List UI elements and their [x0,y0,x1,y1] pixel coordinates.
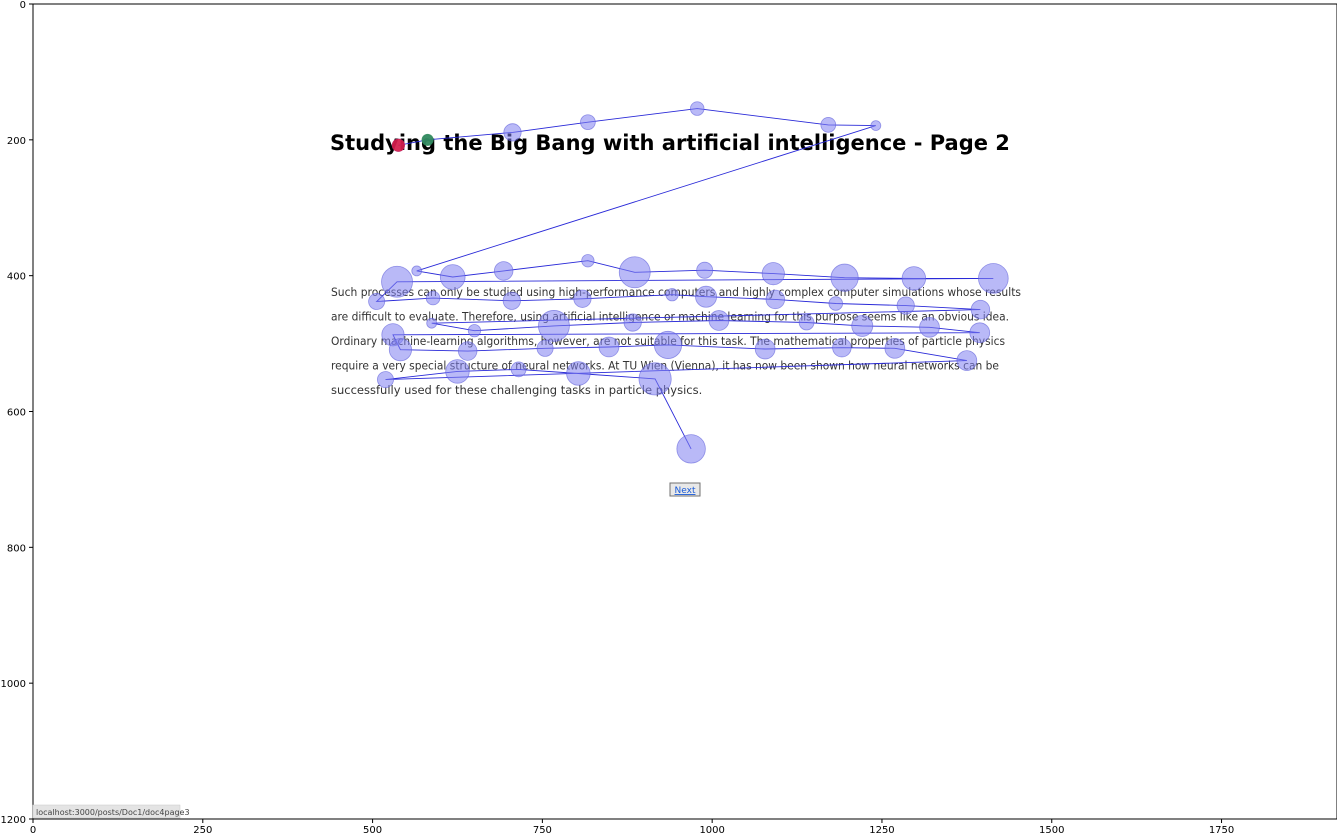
fixation-point [426,317,438,329]
fixation-point [573,289,592,308]
y-tick-label: 1000 [1,679,26,690]
fixation-point [638,362,672,396]
x-tick-label: 0 [30,825,36,836]
fixation-point [969,322,991,344]
y-tick-label: 800 [7,543,26,554]
markers [391,133,434,152]
fixation-point [580,114,596,131]
fixation-point [653,330,683,359]
fixations [368,101,1009,464]
fixation-point [493,261,514,281]
fixation-point [956,350,978,371]
fixation-point [690,101,705,116]
fixation-point [425,290,441,306]
page-title: Studying the Big Bang with artificial in… [330,131,1010,155]
fixation-point [828,296,843,311]
fixation-point [377,371,394,389]
fixation-point [832,337,852,358]
y-tick-label: 600 [7,408,26,419]
fixation-point [696,261,714,279]
fixation-point [896,296,915,315]
fixation-point [765,289,786,310]
y-tick-label: 1200 [1,815,26,826]
fixation-point [445,359,470,384]
fixation-point [830,263,859,292]
fixation-point [695,285,717,308]
fixation-point [884,338,906,359]
x-tick-label: 250 [193,825,212,836]
fixation-point [381,265,413,298]
paragraph-line: successfully used for these challenging … [331,383,702,397]
fixation-point [901,266,927,291]
scanpath-start-marker [421,133,434,146]
page-content: Studying the Big Bang with artificial in… [330,131,1021,497]
status-bar: localhost:3000/posts/Doc1/doc4page3 [32,804,190,819]
fixation-point [538,310,570,342]
fixation-point [820,117,837,133]
fixation-point [510,361,527,378]
axes-frame [32,3,1337,820]
fixation-point [870,120,882,131]
fixation-point [919,316,940,338]
fixation-point [708,310,730,331]
fixation-point [754,338,776,360]
next-button-label[interactable]: Next [675,486,696,496]
y-tick-label: 400 [7,272,26,283]
x-tick-label: 750 [533,825,552,836]
x-tick-label: 1500 [1039,825,1064,836]
fixation-point [502,291,521,310]
fixation-point [581,254,595,268]
fixation-point [978,263,1009,294]
fixation-point [598,336,620,358]
fixation-point [457,341,478,361]
fixation-point [761,262,785,286]
y-tick-label: 0 [20,0,26,11]
scanpath [375,108,994,450]
x-tick-label: 1250 [869,825,894,836]
fixation-point [851,314,874,337]
status-url: localhost:3000/posts/Doc1/doc4page3 [36,808,190,817]
paragraph-line: require a very special structure of neur… [331,359,999,373]
fixation-point [623,313,642,332]
fixation-point [388,338,412,362]
x-tick-label: 1750 [1209,825,1234,836]
fixation-point [970,299,991,320]
fixation-point [676,434,706,464]
next-button[interactable]: Next [669,482,701,497]
fixation-point [566,361,591,386]
scanpath-line [375,108,994,450]
fixation-point [665,288,679,302]
fixation-point [798,314,815,331]
x-tick-label: 1000 [699,825,724,836]
fixation-point [618,256,651,289]
fixation-point [467,324,482,338]
x-tick-label: 500 [363,825,382,836]
tick-group: 0 250 500 750 1000 1250 1500 1750 0 200 400 600 800 1… [1,0,1235,836]
fixation-point [439,264,466,290]
fixation-point [411,265,423,277]
fixation-point [368,293,386,310]
scanpath-end-marker [391,138,405,152]
fixation-point [536,339,554,357]
fixation-point [503,123,522,142]
y-tick-label: 200 [7,136,26,147]
